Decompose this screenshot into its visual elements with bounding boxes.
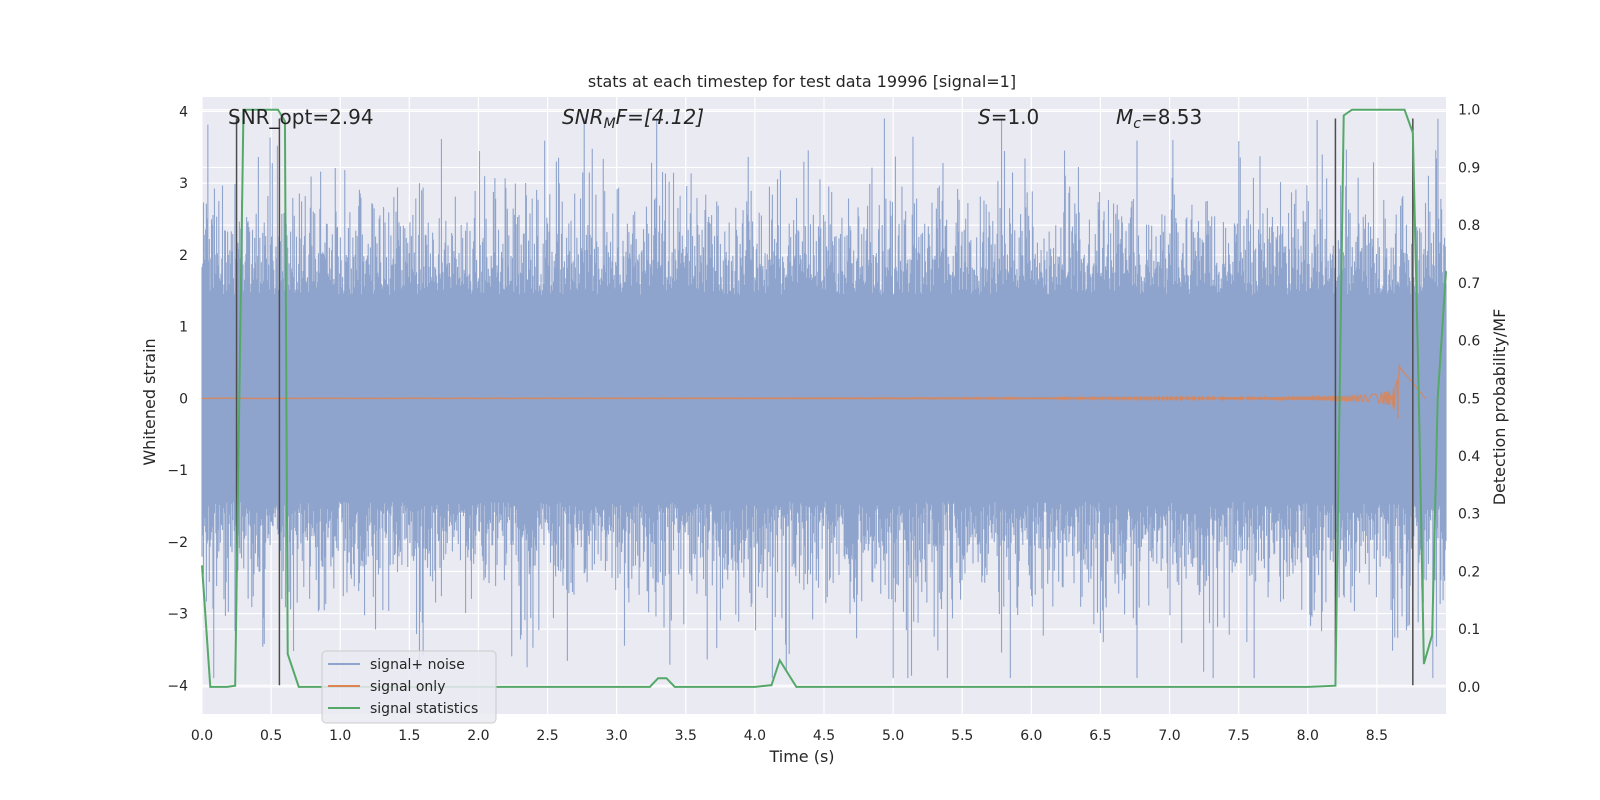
- y-right-tick-label-1: 0.9: [1458, 160, 1480, 176]
- stats-point-32: [1423, 663, 1425, 665]
- stats-point-11: [616, 686, 618, 688]
- stats-point-5: [277, 109, 279, 111]
- y-right-axis-ticks: 1.0 0.9 0.8 0.7 0.6 0.5 0.4 0.3 0.2 0.1 0.0: [1458, 103, 1480, 696]
- annotation-mc: Mc=8.53: [1116, 105, 1202, 132]
- stats-point-24: [1307, 686, 1309, 688]
- x-tick-label-17: 8.5: [1366, 728, 1388, 744]
- stats-point-27: [1351, 109, 1353, 111]
- noise-trace: [201, 118, 1447, 679]
- stats-point-13: [657, 677, 659, 679]
- y-right-tick-label-2: 0.8: [1458, 218, 1480, 234]
- annotation-snr-opt: SNR_opt=2.94: [228, 105, 374, 129]
- y-left-axis-label: Whitened strain: [140, 338, 159, 465]
- y-right-tick-label-3: 0.7: [1458, 276, 1480, 292]
- stats-point-34: [1437, 397, 1439, 399]
- legend-label-noise: signal+ noise: [370, 657, 465, 673]
- y-left-tick-label-4: 0: [179, 391, 188, 407]
- stats-point-12: [649, 686, 651, 688]
- stats-point-21: [892, 686, 894, 688]
- stats-point-20: [795, 686, 797, 688]
- vertical-markers: [235, 118, 1414, 686]
- y-right-tick-label-5: 0.5: [1458, 391, 1480, 407]
- x-tick-label-6: 3.0: [606, 728, 628, 744]
- annotation-snr-mf: SNRMF=[4.12]: [562, 105, 704, 132]
- stats-point-30: [1412, 132, 1414, 134]
- legend-label-stats: signal statistics: [370, 701, 478, 717]
- y-left-tick-label-1: 3: [179, 176, 188, 192]
- y-right-axis-label: Detection probability/MF: [1490, 309, 1509, 506]
- y-left-tick-label-8: −4: [167, 678, 188, 694]
- y-right-tick-label-8: 0.2: [1458, 564, 1480, 580]
- stats-point-28: [1362, 109, 1364, 111]
- stats-point-16: [699, 686, 701, 688]
- x-axis-ticks: 0.0 0.5 1.0 1.5 2.0 2.5 3.0 3.5 4.0 4.5 5.0 5.5 6.0 6…: [191, 728, 1388, 744]
- stats-point-2: [226, 686, 228, 688]
- y-right-tick-label-0: 1.0: [1458, 103, 1480, 119]
- x-tick-label-10: 5.0: [882, 728, 904, 744]
- y-left-axis-ticks: 4 3 2 1 0 −1 −2 −3 −4: [167, 104, 188, 694]
- annotation-s: S=1.0: [978, 105, 1039, 129]
- y-left-tick-label-6: −2: [167, 535, 188, 551]
- x-tick-label-1: 0.5: [260, 728, 282, 744]
- stats-point-25: [1334, 685, 1337, 687]
- stats-point-17: [754, 686, 756, 688]
- x-tick-label-8: 4.0: [744, 728, 766, 744]
- x-tick-label-12: 6.0: [1020, 728, 1042, 744]
- y-left-tick-label-5: −1: [167, 463, 188, 479]
- y-right-tick-label-9: 0.1: [1458, 622, 1480, 638]
- stats-point-26: [1343, 114, 1345, 117]
- x-tick-label-15: 7.5: [1228, 728, 1250, 744]
- y-right-tick-label-4: 0.6: [1458, 334, 1480, 350]
- x-tick-label-9: 4.5: [813, 728, 835, 744]
- y-left-tick-label-2: 2: [179, 248, 188, 264]
- stats-point-6: [284, 120, 286, 122]
- stats-point-31: [1417, 374, 1419, 376]
- y-right-tick-label-10: 0.0: [1458, 680, 1480, 696]
- x-tick-label-13: 6.5: [1089, 728, 1111, 744]
- x-tick-label-11: 5.5: [951, 728, 973, 744]
- legend-label-signal: signal only: [370, 679, 445, 695]
- y-left-tick-label-3: 1: [179, 320, 188, 336]
- stats-line: [201, 108, 1447, 688]
- stats-point-0: [201, 565, 203, 567]
- x-axis-label: Time (s): [768, 747, 834, 766]
- x-tick-label-0: 0.0: [191, 728, 213, 744]
- chart-title: stats at each timestep for test data 199…: [588, 72, 1016, 91]
- stats-point-7: [287, 653, 289, 655]
- x-tick-label-4: 2.0: [467, 728, 489, 744]
- stats-point-4: [242, 109, 245, 111]
- signal-statistics-series: [201, 108, 1447, 688]
- x-tick-label-14: 7.0: [1158, 728, 1180, 744]
- stats-point-19: [779, 659, 781, 661]
- x-tick-label-16: 8.0: [1297, 728, 1319, 744]
- stats-point-35: [1445, 270, 1447, 272]
- signal-noise-series: [201, 118, 1447, 679]
- stats-point-14: [665, 677, 668, 679]
- stats-point-29: [1403, 109, 1406, 111]
- y-right-tick-label-7: 0.3: [1458, 507, 1480, 523]
- x-tick-label-5: 2.5: [536, 728, 558, 744]
- legend: signal+ noise signal only signal statist…: [321, 650, 497, 724]
- stats-point-33: [1431, 634, 1433, 636]
- stats-point-1: [209, 686, 211, 688]
- y-right-tick-label-6: 0.4: [1458, 449, 1480, 465]
- stats-point-15: [674, 686, 676, 688]
- y-left-tick-label-7: −3: [167, 607, 188, 623]
- stats-point-3: [234, 685, 236, 687]
- signal-only-series: [201, 363, 1426, 419]
- signal-trace: [201, 363, 1426, 419]
- stats-point-23: [1168, 686, 1171, 688]
- x-tick-label-7: 3.5: [675, 728, 697, 744]
- legend-box: [321, 650, 497, 724]
- stats-point-22: [1030, 686, 1032, 688]
- x-tick-label-3: 1.5: [398, 728, 420, 744]
- x-tick-label-2: 1.0: [329, 728, 351, 744]
- stats-point-8: [298, 686, 300, 688]
- y-left-tick-label-0: 4: [179, 104, 188, 120]
- stats-point-18: [770, 684, 773, 686]
